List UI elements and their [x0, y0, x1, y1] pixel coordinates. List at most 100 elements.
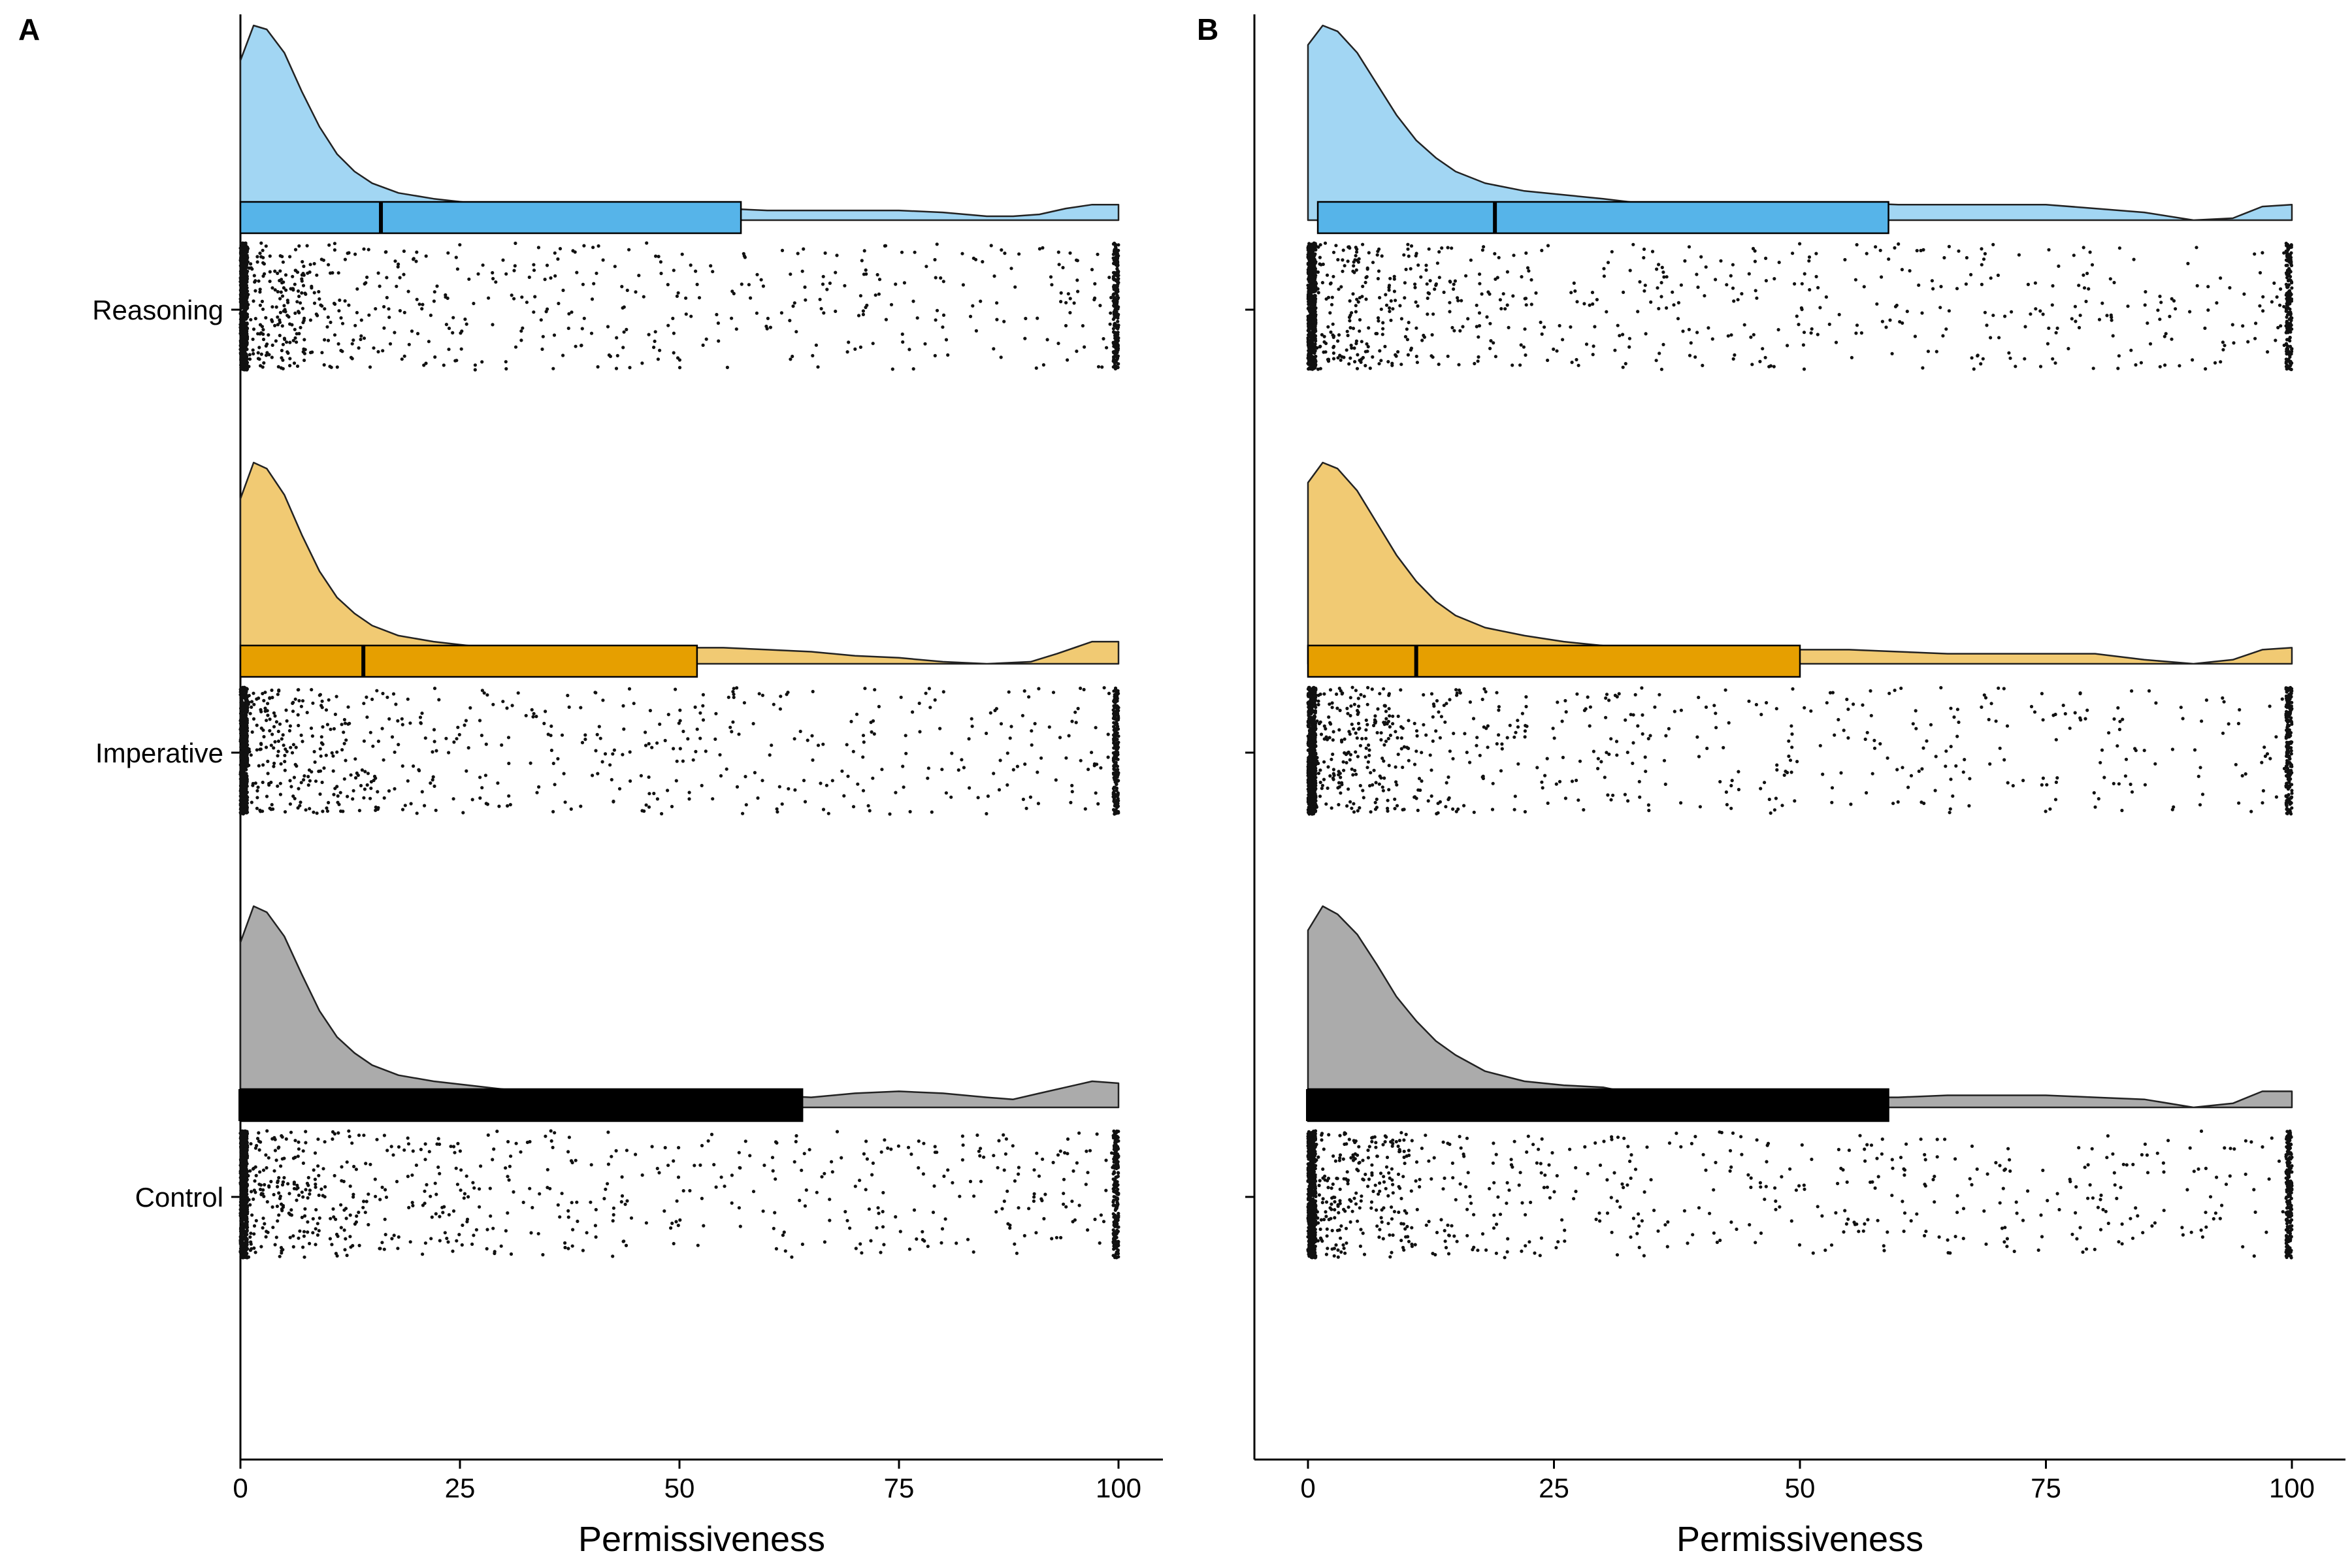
rain-point	[551, 367, 555, 370]
rain-point	[432, 299, 436, 303]
rain-point	[287, 1192, 291, 1196]
rain-point	[241, 747, 245, 751]
rain-point	[853, 347, 857, 351]
rain-point	[357, 1243, 361, 1247]
rain-point	[700, 1196, 704, 1200]
rain-point	[1116, 792, 1120, 796]
rain-point	[652, 791, 656, 796]
rain-point	[368, 1162, 372, 1166]
rain-point	[291, 794, 295, 798]
rain-point	[907, 348, 911, 351]
rain-point	[1075, 350, 1079, 353]
rain-point	[250, 700, 254, 704]
rain-point	[310, 688, 314, 692]
rain-point	[670, 804, 674, 809]
rain-point	[816, 743, 821, 747]
rain-point	[864, 272, 868, 276]
rain-point	[1113, 1149, 1117, 1152]
rain-point	[345, 1160, 349, 1164]
rain-point	[815, 1190, 819, 1194]
rain-point	[340, 1165, 344, 1169]
rain-point	[1117, 1211, 1120, 1215]
rain-point	[279, 1164, 283, 1168]
rain-point	[889, 1147, 893, 1151]
rain-point	[608, 763, 612, 767]
rain-point	[242, 717, 246, 721]
rain-point	[898, 1230, 902, 1233]
rain-point	[276, 289, 280, 294]
rain-point	[576, 1219, 580, 1223]
rain-point	[860, 1251, 864, 1255]
rain-point	[333, 1132, 336, 1136]
rain-point	[1111, 350, 1115, 354]
rain-point	[835, 1130, 840, 1134]
rain-point	[539, 318, 543, 322]
rain-point	[359, 783, 363, 788]
rain-point	[253, 1250, 257, 1254]
rain-point	[1855, 243, 1859, 247]
rain-point	[913, 250, 917, 254]
rain-point	[1115, 1129, 1119, 1133]
rain-point	[1075, 258, 1079, 262]
rain-point	[429, 1237, 433, 1241]
rain-point	[949, 795, 953, 799]
rain-point	[276, 1219, 280, 1223]
rain-point	[463, 723, 466, 727]
rain-point	[397, 1235, 400, 1239]
rain-point	[735, 785, 740, 789]
rain-point	[1090, 268, 1094, 272]
rain-point	[1855, 323, 1859, 327]
rain-point	[1113, 1233, 1117, 1237]
rain-point	[597, 725, 601, 728]
rain-point	[657, 1171, 661, 1175]
rain-point	[899, 695, 903, 699]
rain-point	[1094, 726, 1098, 730]
rain-point	[1034, 1231, 1038, 1235]
rain-point	[563, 800, 567, 804]
rain-point	[368, 365, 372, 369]
rain-point	[1093, 1217, 1097, 1221]
rain-point	[261, 1168, 266, 1172]
rain-point	[793, 788, 797, 792]
rain-point	[2066, 347, 2070, 351]
rain-point	[240, 1162, 244, 1166]
rain-point	[279, 290, 283, 294]
rain-point	[614, 1149, 618, 1152]
rain-point	[248, 357, 252, 361]
rain-point	[861, 309, 865, 313]
rain-point	[367, 313, 371, 317]
rain-point	[423, 1142, 427, 1146]
rain-point	[860, 259, 864, 263]
rain-point	[700, 1143, 704, 1148]
rain-point	[621, 346, 625, 350]
rain-point	[348, 1213, 352, 1217]
rain-point	[400, 808, 405, 811]
rain-point	[421, 1203, 425, 1207]
rain-point	[504, 1166, 508, 1170]
rain-point	[434, 1192, 438, 1196]
rain-point	[337, 802, 341, 806]
rain-point	[452, 740, 456, 744]
rain-point	[238, 246, 242, 250]
rain-point	[612, 1213, 615, 1217]
rain-point	[393, 787, 397, 791]
rain-point	[248, 1203, 252, 1207]
rain-point	[570, 310, 574, 314]
rain-point	[291, 1156, 295, 1160]
rain-point	[1115, 297, 1119, 301]
rain-point	[834, 309, 838, 314]
rain-point	[610, 1154, 613, 1158]
rain-point	[465, 1174, 468, 1178]
rain-point	[1095, 1132, 1099, 1136]
rain-point	[879, 1250, 883, 1254]
rain-point	[283, 760, 287, 764]
rain-point	[491, 1226, 495, 1230]
rain-point	[1084, 1183, 1088, 1186]
rain-point	[594, 1207, 598, 1212]
rain-point	[372, 346, 376, 350]
rain-point	[373, 1177, 377, 1181]
rain-point	[583, 733, 587, 737]
rain-point	[1755, 296, 1759, 300]
rain-point	[1043, 1192, 1047, 1196]
rain-point	[351, 789, 355, 792]
